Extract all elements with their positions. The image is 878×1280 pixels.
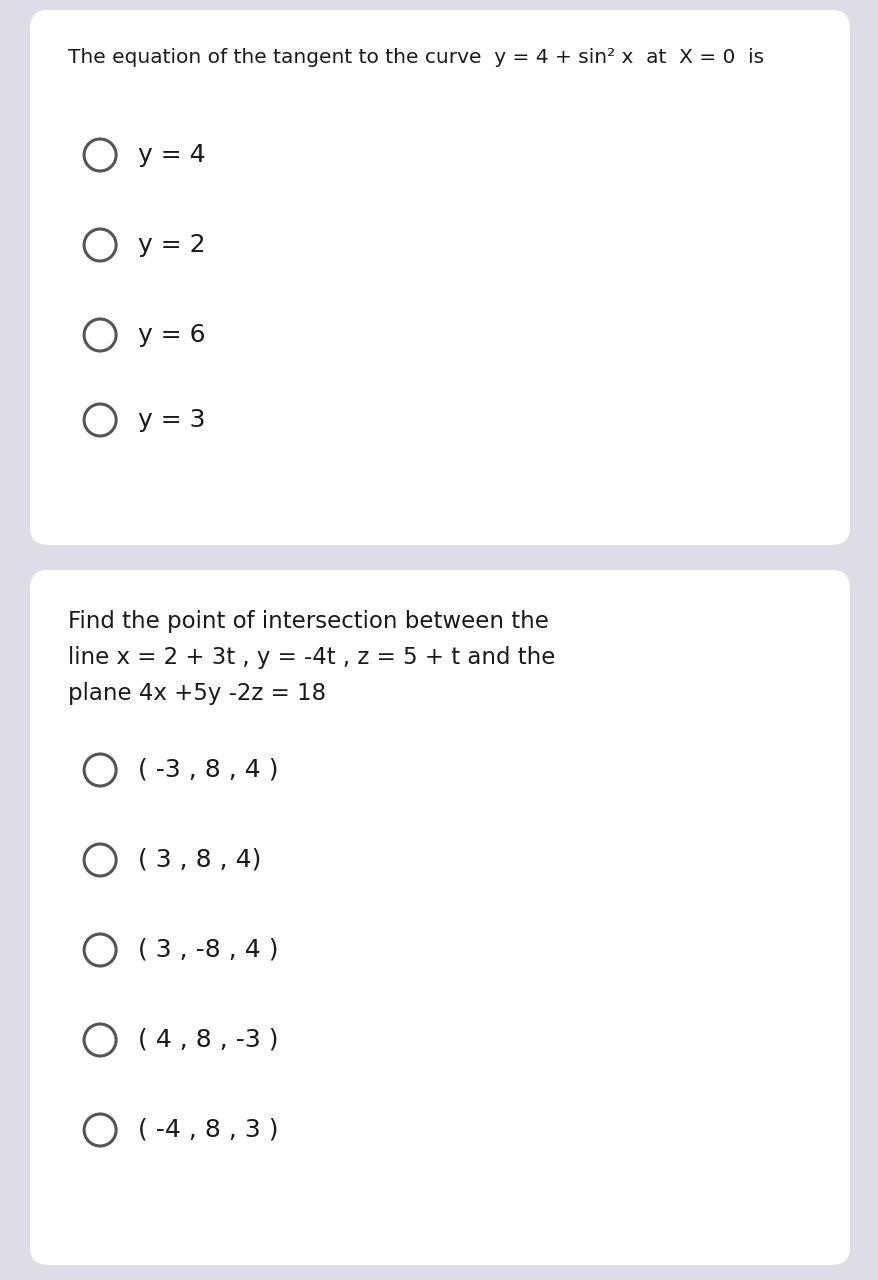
Text: plane 4x +5y -2z = 18: plane 4x +5y -2z = 18 [68,682,326,705]
Text: y = 6: y = 6 [138,323,205,347]
FancyBboxPatch shape [30,570,849,1265]
Text: y = 4: y = 4 [138,143,205,166]
Text: ( -4 , 8 , 3 ): ( -4 , 8 , 3 ) [138,1117,278,1142]
Text: Find the point of intersection between the: Find the point of intersection between t… [68,611,549,634]
Text: ( -3 , 8 , 4 ): ( -3 , 8 , 4 ) [138,758,278,782]
FancyBboxPatch shape [30,10,849,545]
Text: ( 3 , 8 , 4): ( 3 , 8 , 4) [138,847,262,872]
Text: y = 3: y = 3 [138,408,205,431]
Text: y = 2: y = 2 [138,233,205,257]
Text: ( 4 , 8 , -3 ): ( 4 , 8 , -3 ) [138,1028,278,1052]
Text: line x = 2 + 3t , y = -4t , z = 5 + t and the: line x = 2 + 3t , y = -4t , z = 5 + t an… [68,646,555,669]
Text: The equation of the tangent to the curve  y = 4 + sin² x  at  X = 0  is: The equation of the tangent to the curve… [68,47,763,67]
Text: ( 3 , -8 , 4 ): ( 3 , -8 , 4 ) [138,938,278,963]
